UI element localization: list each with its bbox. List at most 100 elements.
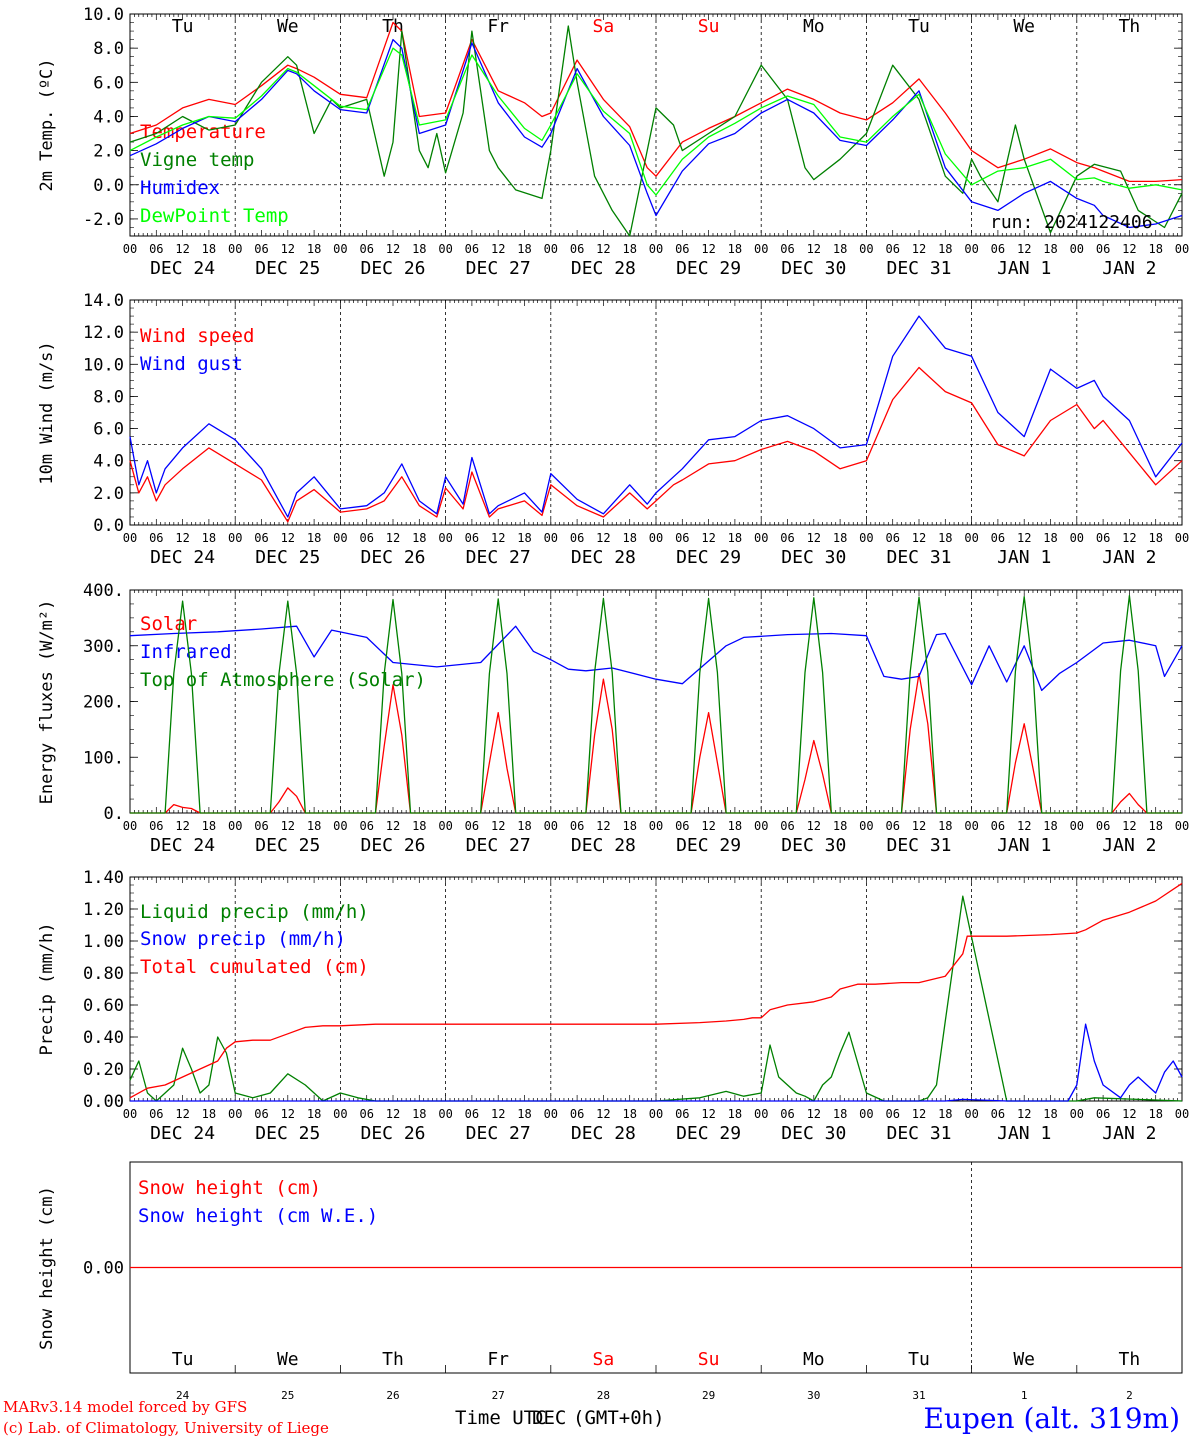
hour-tick-label: 06 [570, 1107, 584, 1121]
hour-tick-label: 12 [175, 819, 189, 833]
y-tick-label: 2.0 [93, 142, 124, 162]
y-tick-label: 400. [83, 581, 124, 601]
hour-tick-label: 18 [1148, 1107, 1162, 1121]
hour-tick-label: 00 [123, 242, 137, 256]
hour-tick-label: 18 [938, 819, 952, 833]
hour-tick-label: 06 [1096, 819, 1110, 833]
hour-tick-label: 00 [649, 1107, 663, 1121]
y-tick-label: 0.80 [83, 964, 124, 984]
hour-tick-label: 12 [386, 531, 400, 545]
panel-4: 00 06 12 18 00 06 12 18 00 06 12 18 00 06 12 18 00 06 12 18… [37, 868, 1189, 1144]
day-number-label: 30 [807, 1389, 820, 1402]
hour-tick-label: 06 [254, 531, 268, 545]
hour-tick-label: 18 [622, 242, 636, 256]
date-label: DEC 28 [571, 1123, 636, 1144]
hour-tick-label: 00 [544, 531, 558, 545]
hour-tick-label: 06 [991, 819, 1005, 833]
hour-tick-label: 06 [1096, 1107, 1110, 1121]
hour-tick-label: 12 [175, 531, 189, 545]
hour-tick-label: 12 [912, 819, 926, 833]
y-tick-label: 0.60 [83, 996, 124, 1016]
y-tick-label: 100. [83, 748, 124, 768]
legend-entry: Total cumulated (cm) [140, 956, 369, 978]
hour-tick-label: 00 [228, 531, 242, 545]
hour-tick-label: 00 [754, 1107, 768, 1121]
hour-tick-label: 06 [675, 242, 689, 256]
hour-tick-label: 06 [991, 1107, 1005, 1121]
date-label: DEC 29 [676, 835, 741, 856]
series-line-top-of-atmosphere-solar- [130, 594, 1182, 814]
hour-tick-label: 18 [1148, 531, 1162, 545]
day-name-label: Mo [803, 16, 825, 37]
footer-model: MARv3.14 model forced by GFS [3, 1398, 247, 1416]
series-line-temperature [129, 21, 1183, 183]
day-name-label: Tu [172, 16, 194, 37]
hour-tick-label: 06 [254, 242, 268, 256]
hour-tick-label: 12 [386, 242, 400, 256]
y-tick-label: 4.0 [93, 107, 124, 127]
y-tick-label: 1.20 [83, 900, 124, 920]
hour-tick-label: 12 [281, 1107, 295, 1121]
hour-tick-label: 00 [438, 531, 452, 545]
hour-tick-label: 12 [807, 242, 821, 256]
hour-tick-label: 06 [1096, 531, 1110, 545]
hour-tick-label: 12 [912, 242, 926, 256]
hour-tick-label: 00 [1175, 1107, 1189, 1121]
hour-tick-label: 00 [1070, 819, 1084, 833]
date-label: DEC 24 [150, 835, 215, 856]
hour-tick-label: 18 [412, 531, 426, 545]
date-label: DEC 27 [466, 258, 531, 279]
hour-tick-label: 18 [1043, 819, 1057, 833]
xlabel-time-utc: Time UTC [455, 1407, 547, 1429]
day-name-label: Sa [593, 1349, 615, 1370]
hour-tick-label: 18 [517, 531, 531, 545]
hour-tick-label: 12 [701, 819, 715, 833]
date-label: DEC 31 [886, 1123, 951, 1144]
day-name-label: Tu [908, 16, 930, 37]
hour-tick-label: 00 [859, 1107, 873, 1121]
y-axis-label: 2m Temp. (ºC) [37, 58, 57, 191]
hour-tick-label: 06 [570, 819, 584, 833]
date-label: JAN 2 [1102, 1123, 1156, 1144]
date-label: DEC 28 [571, 835, 636, 856]
series-line-wind-gust [129, 315, 1183, 518]
day-name-label: Sa [593, 16, 615, 37]
y-axis-label: Precip (mm/h) [37, 922, 57, 1055]
y-tick-label: 4.0 [93, 452, 124, 472]
date-label: DEC 31 [886, 835, 951, 856]
series-line-snow-precip-mm-h- [130, 1023, 1183, 1102]
hour-tick-label: 18 [307, 1107, 321, 1121]
series-line-vigne-temp [129, 25, 1183, 237]
day-number-label: 25 [281, 1389, 294, 1402]
date-label: DEC 24 [150, 1123, 215, 1144]
hour-tick-label: 06 [465, 819, 479, 833]
hour-tick-label: 12 [491, 1107, 505, 1121]
hour-tick-label: 00 [964, 819, 978, 833]
day-number-label: 1 [1021, 1389, 1028, 1402]
date-label: DEC 29 [676, 547, 741, 568]
footer-lab: (c) Lab. of Climatology, University of L… [3, 1419, 329, 1437]
hour-tick-label: 06 [780, 531, 794, 545]
hour-tick-label: 06 [780, 1107, 794, 1121]
series-line-wind-speed [129, 366, 1183, 523]
hour-tick-label: 06 [254, 1107, 268, 1121]
hour-tick-label: 12 [807, 1107, 821, 1121]
hour-tick-label: 18 [833, 1107, 847, 1121]
hour-tick-label: 00 [649, 242, 663, 256]
hour-tick-label: 06 [149, 531, 163, 545]
hour-tick-label: 06 [149, 1107, 163, 1121]
hour-tick-label: 00 [964, 531, 978, 545]
hour-tick-label: 00 [333, 819, 347, 833]
day-number-label: 31 [912, 1389, 925, 1402]
y-tick-label: 200. [83, 693, 124, 713]
y-tick-label: 10.0 [83, 355, 124, 375]
hour-tick-label: 18 [517, 1107, 531, 1121]
date-label: JAN 1 [997, 835, 1051, 856]
hour-tick-label: 12 [281, 819, 295, 833]
hour-tick-label: 00 [1175, 242, 1189, 256]
hour-tick-label: 12 [807, 819, 821, 833]
day-name-label: Fr [487, 1349, 509, 1370]
y-tick-label: 0.00 [83, 1092, 124, 1112]
hour-tick-label: 18 [728, 242, 742, 256]
